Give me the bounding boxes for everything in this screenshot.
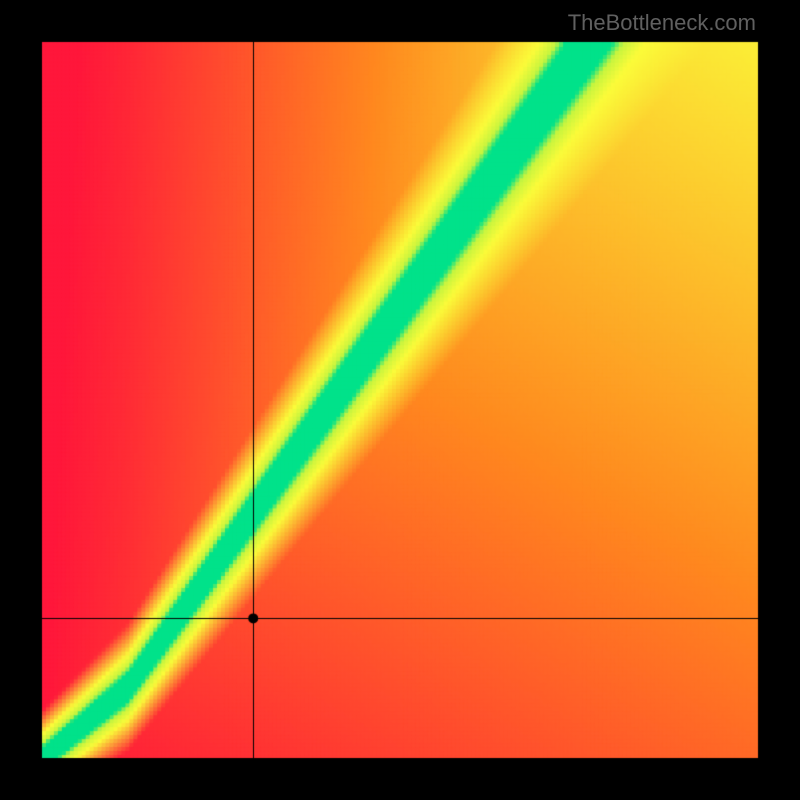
chart-container: TheBottleneck.com xyxy=(0,0,800,800)
watermark-text: TheBottleneck.com xyxy=(568,10,756,36)
bottleneck-heatmap xyxy=(0,0,800,800)
